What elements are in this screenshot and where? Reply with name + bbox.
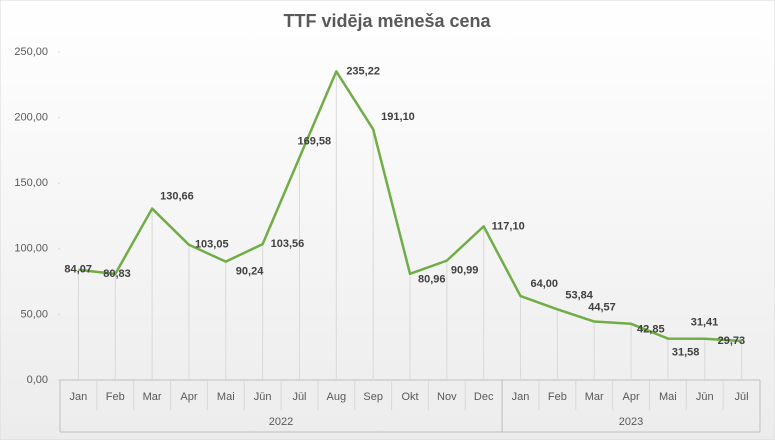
x-tick-label: Feb: [106, 391, 125, 403]
value-label: 103,56: [271, 238, 305, 250]
x-tick-label: Jan: [70, 391, 88, 403]
x-tick-label: Jan: [512, 391, 530, 403]
x-tick-label: Mar: [585, 391, 604, 403]
y-tick-label: 50,00: [20, 308, 48, 320]
value-label: 44,57: [588, 301, 616, 313]
value-label: 235,22: [346, 65, 380, 77]
x-tick-label: Dec: [474, 391, 494, 403]
x-tick-label: Jūl: [735, 391, 749, 403]
value-label: 191,10: [381, 111, 415, 123]
value-label: 169,58: [297, 135, 331, 147]
y-tick-label: 200,00: [14, 112, 48, 124]
x-tick-label: Apr: [622, 391, 639, 403]
value-label: 103,05: [195, 239, 229, 251]
data-line: [78, 70, 742, 343]
y-tick-label: 150,00: [14, 177, 48, 189]
value-label: 90,24: [236, 266, 264, 278]
x-tick-label: Jūn: [696, 391, 714, 403]
value-label: 90,99: [451, 265, 479, 277]
y-tick-label: 250,00: [14, 46, 48, 58]
x-tick-label: Jūl: [292, 391, 306, 403]
y-tick-label: 0,00: [27, 374, 48, 386]
value-label: 42,85: [637, 324, 665, 336]
value-label: 53,84: [565, 289, 593, 301]
x-tick-label: Sep: [363, 391, 383, 403]
y-tick-label: 100,00: [14, 243, 48, 255]
x-tick-label: Nov: [437, 391, 457, 403]
value-label: 31,58: [672, 346, 700, 358]
value-label: 130,66: [160, 190, 194, 202]
value-label: 117,10: [492, 220, 525, 232]
x-tick-label: Mar: [143, 391, 162, 403]
x-tick-label: Mai: [659, 391, 677, 403]
value-label: 80,96: [418, 274, 446, 286]
value-label: 64,00: [531, 278, 559, 290]
value-label: 84,07: [64, 264, 92, 276]
x-tick-label: Mai: [217, 391, 235, 403]
x-tick-label: Feb: [548, 391, 567, 403]
x-group-label: 2023: [619, 416, 643, 428]
chart-title: TTF vidēja mēneša cena: [283, 11, 491, 31]
value-label: 80,83: [103, 268, 131, 280]
x-tick-label: Okt: [401, 391, 418, 403]
x-tick-label: Jūn: [254, 391, 272, 403]
x-group-label: 2022: [269, 416, 293, 428]
value-label: 29,73: [718, 335, 746, 347]
x-tick-label: Apr: [180, 391, 197, 403]
value-label: 31,41: [691, 317, 719, 329]
x-tick-label: Aug: [327, 391, 347, 403]
